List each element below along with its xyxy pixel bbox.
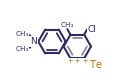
Text: CH₃: CH₃ xyxy=(16,46,29,52)
Text: Cl: Cl xyxy=(87,25,96,34)
Text: Cl: Cl xyxy=(87,59,96,68)
Text: CH₃: CH₃ xyxy=(60,22,74,28)
Text: N: N xyxy=(30,37,37,46)
Text: CH₃: CH₃ xyxy=(16,31,29,37)
Text: $^{+++}$Te: $^{+++}$Te xyxy=(67,58,104,71)
